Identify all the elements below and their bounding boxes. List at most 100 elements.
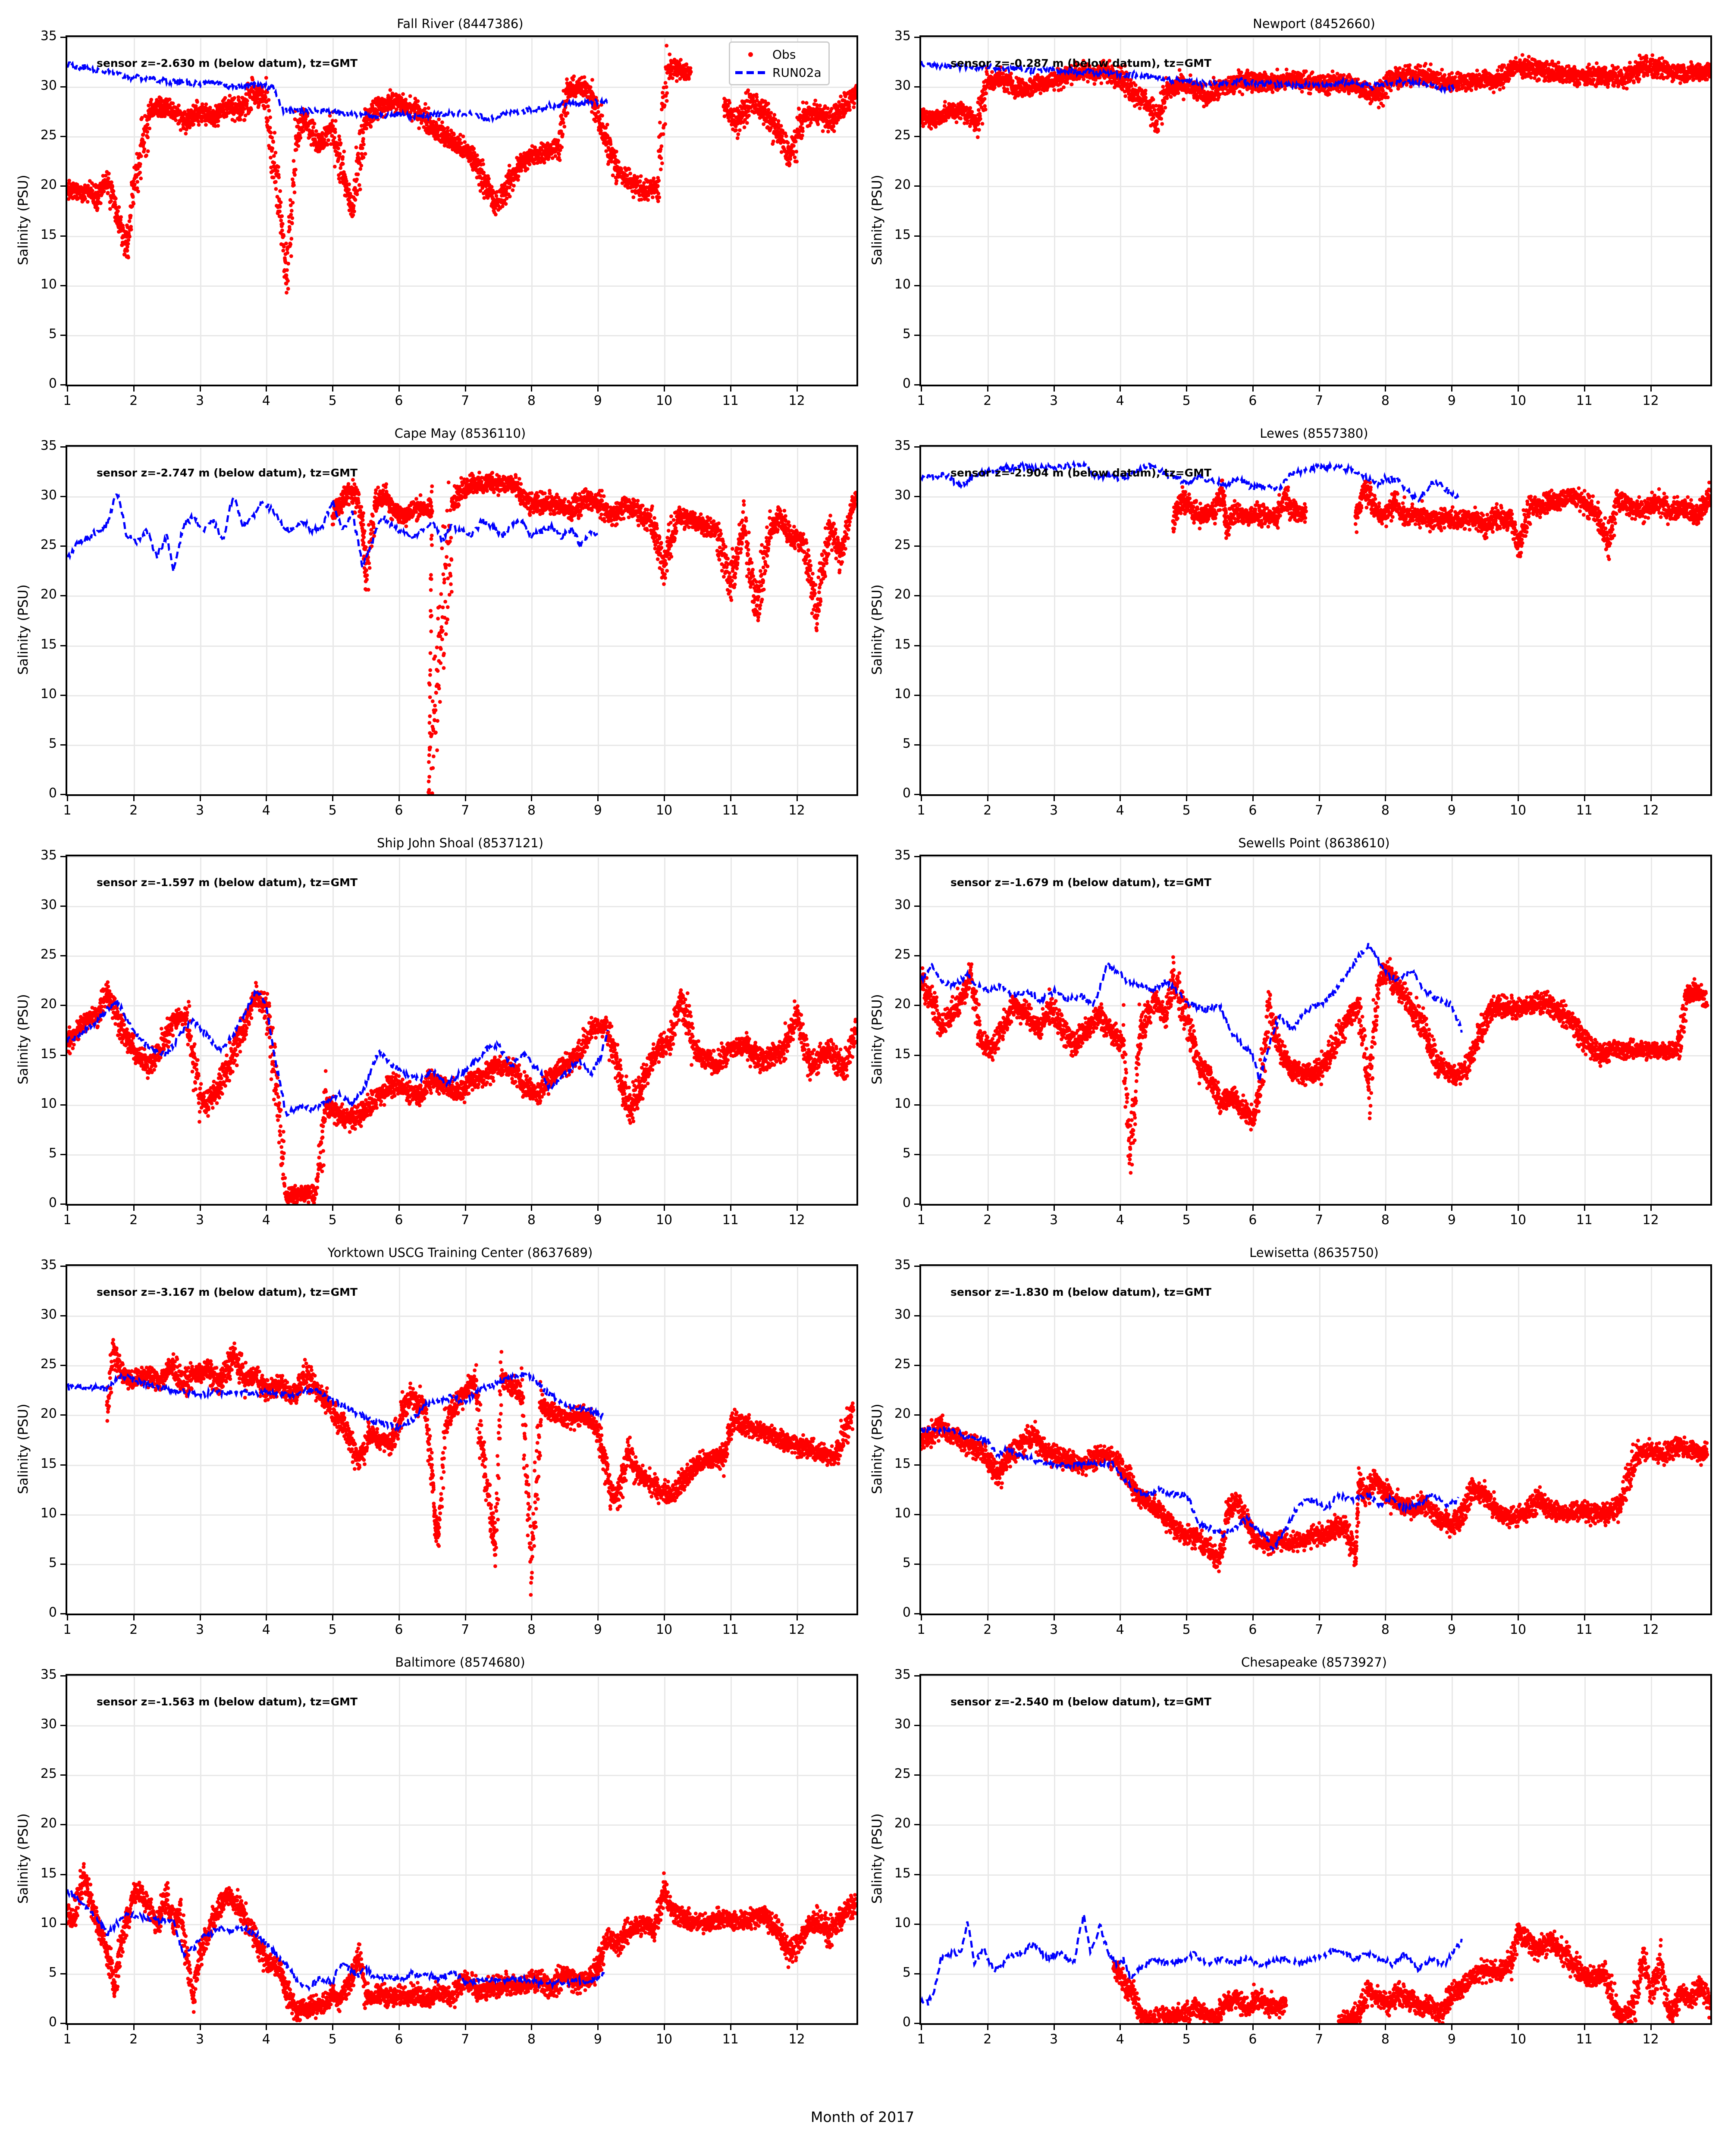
gridline-vertical bbox=[465, 1676, 467, 2023]
sensor-annotation: sensor z=-1.563 m (below datum), tz=GMT bbox=[97, 1695, 358, 1708]
gridline-vertical bbox=[133, 37, 135, 385]
gridline-horizontal bbox=[921, 1924, 1710, 1925]
x-tick-mark bbox=[1518, 2025, 1519, 2030]
x-tick-mark bbox=[266, 1206, 267, 1211]
data-series-layer bbox=[67, 44, 856, 295]
x-tick-label: 5 bbox=[311, 393, 354, 408]
y-tick-label: 25 bbox=[872, 537, 911, 552]
y-tick-label: 15 bbox=[18, 1456, 57, 1471]
gridline-horizontal bbox=[67, 1055, 856, 1056]
y-tick-label: 20 bbox=[872, 177, 911, 192]
figure-x-axis-label: Month of 2017 bbox=[0, 2109, 1725, 2125]
gridline-vertical bbox=[1650, 37, 1652, 385]
x-tick-mark bbox=[597, 1206, 599, 1211]
x-tick-label: 10 bbox=[643, 393, 686, 408]
gridline-vertical bbox=[1385, 1266, 1387, 1614]
gridline-horizontal bbox=[67, 87, 856, 88]
legend-label-run02a: RUN02a bbox=[772, 66, 822, 80]
y-axis-label: Salinity (PSU) bbox=[16, 1813, 31, 1904]
x-tick-label: 4 bbox=[1098, 2032, 1142, 2047]
gridline-horizontal bbox=[921, 1514, 1710, 1516]
obs-marker-icon bbox=[735, 50, 765, 59]
gridline-vertical bbox=[598, 1676, 599, 2023]
y-tick-label: 15 bbox=[872, 1866, 911, 1881]
y-tick-label: 20 bbox=[872, 997, 911, 1012]
gridline-vertical bbox=[1186, 1266, 1188, 1614]
x-tick-mark bbox=[1120, 386, 1121, 392]
chart-panel: Lewisetta (8635750) 0 5 10 15 20 25 30 35 1 2 3 4 5 6 7… bbox=[855, 1242, 1713, 1650]
gridline-vertical bbox=[332, 447, 334, 794]
y-tick-label: 30 bbox=[18, 897, 57, 912]
gridline-horizontal bbox=[67, 1564, 856, 1565]
y-tick-label: 10 bbox=[18, 1506, 57, 1521]
x-tick-mark bbox=[1318, 386, 1320, 392]
x-tick-label: 3 bbox=[1032, 1213, 1076, 1228]
gridline-horizontal bbox=[921, 1824, 1710, 1826]
x-tick-mark bbox=[1385, 386, 1386, 392]
x-tick-label: 11 bbox=[1563, 803, 1606, 818]
y-tick-label: 15 bbox=[872, 227, 911, 242]
gridline-vertical bbox=[1054, 37, 1055, 385]
x-tick-label: 11 bbox=[1563, 1213, 1606, 1228]
gridline-horizontal bbox=[67, 1464, 856, 1466]
legend-item-obs[interactable]: Obs bbox=[735, 47, 822, 62]
legend-item-run02a[interactable]: RUN02a bbox=[735, 65, 822, 80]
plot-area bbox=[66, 35, 858, 386]
x-tick-mark bbox=[531, 2025, 533, 2030]
y-tick-label: 20 bbox=[872, 1816, 911, 1831]
plot-area bbox=[66, 1674, 858, 2025]
x-tick-label: 10 bbox=[1496, 1622, 1540, 1637]
y-tick-label: 15 bbox=[18, 227, 57, 242]
x-tick-mark bbox=[987, 2025, 988, 2030]
x-tick-label: 4 bbox=[245, 393, 288, 408]
panel-title: Sewells Point (8638610) bbox=[919, 836, 1709, 850]
gridline-vertical bbox=[1319, 856, 1320, 1204]
y-tick-mark bbox=[60, 2023, 66, 2024]
gridline-vertical bbox=[1319, 37, 1320, 385]
x-tick-mark bbox=[987, 1206, 988, 1211]
y-tick-label: 25 bbox=[872, 947, 911, 962]
x-tick-label: 6 bbox=[377, 803, 420, 818]
x-tick-label: 5 bbox=[311, 1622, 354, 1637]
y-tick-mark bbox=[914, 285, 919, 286]
model-line-icon bbox=[735, 68, 765, 77]
gridline-vertical bbox=[1584, 37, 1586, 385]
gridline-vertical bbox=[1252, 1266, 1254, 1614]
y-axis-label: Salinity (PSU) bbox=[869, 175, 885, 265]
y-tick-mark bbox=[60, 856, 66, 857]
x-tick-label: 4 bbox=[245, 1622, 288, 1637]
x-tick-mark bbox=[1053, 1615, 1055, 1620]
y-tick-mark bbox=[60, 1874, 66, 1875]
gridline-vertical bbox=[1650, 1266, 1652, 1614]
x-tick-label: 12 bbox=[775, 803, 819, 818]
gridline-vertical bbox=[987, 37, 989, 385]
x-tick-label: 9 bbox=[1430, 2032, 1473, 2047]
y-tick-mark bbox=[914, 1414, 919, 1416]
x-tick-label: 10 bbox=[643, 1213, 686, 1228]
x-tick-mark bbox=[1650, 796, 1652, 801]
x-tick-mark bbox=[1252, 2025, 1254, 2030]
gridline-horizontal bbox=[921, 1365, 1710, 1367]
gridline-horizontal bbox=[921, 956, 1710, 957]
chart-panel: Yorktown USCG Training Center (8637689) 0… bbox=[1, 1242, 859, 1650]
x-tick-label: 7 bbox=[1298, 1622, 1341, 1637]
x-tick-mark bbox=[1252, 796, 1254, 801]
x-tick-mark bbox=[266, 386, 267, 392]
gridline-horizontal bbox=[67, 1676, 856, 1677]
x-tick-label: 6 bbox=[1231, 1622, 1274, 1637]
x-tick-mark bbox=[1053, 1206, 1055, 1211]
x-tick-mark bbox=[464, 796, 466, 801]
gridline-vertical bbox=[1319, 1676, 1320, 2023]
panel-title: Fall River (8447386) bbox=[66, 16, 855, 31]
x-tick-label: 6 bbox=[377, 2032, 420, 2047]
gridline-horizontal bbox=[921, 1055, 1710, 1056]
x-tick-label: 7 bbox=[444, 1213, 487, 1228]
gridline-horizontal bbox=[67, 695, 856, 696]
x-tick-label: 12 bbox=[1629, 803, 1672, 818]
x-tick-mark bbox=[398, 796, 400, 801]
gridline-vertical bbox=[664, 856, 666, 1204]
x-tick-label: 11 bbox=[1563, 2032, 1606, 2047]
y-tick-label: 0 bbox=[872, 376, 911, 391]
y-tick-mark bbox=[914, 1153, 919, 1155]
y-tick-label: 0 bbox=[872, 1195, 911, 1210]
